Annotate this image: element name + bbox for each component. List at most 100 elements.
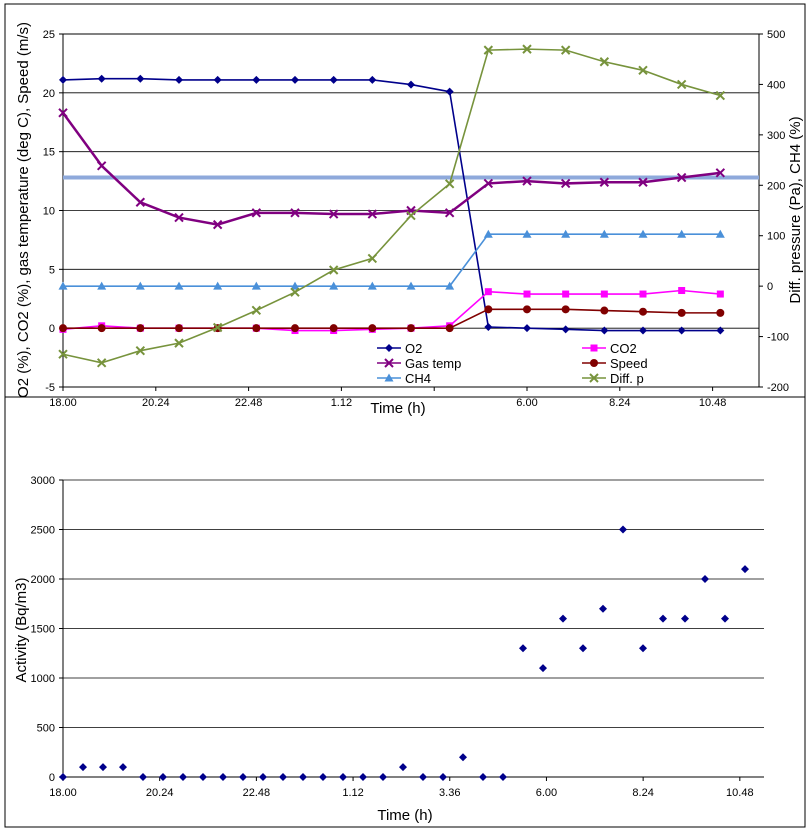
- point-Diff. p: [58, 349, 68, 359]
- point-Diff. p: [560, 45, 571, 55]
- activity-point: [721, 614, 729, 623]
- point-Speed: [252, 324, 261, 333]
- top-y2tick-label: 300: [767, 130, 785, 142]
- point-CH4: [561, 229, 571, 238]
- activity-point: [539, 664, 547, 673]
- point-O2: [445, 87, 454, 96]
- point-CH4: [367, 281, 377, 290]
- activity-point: [219, 773, 227, 781]
- bottom-ytick-label: 500: [37, 723, 55, 735]
- legend-marker: [384, 373, 394, 382]
- point-Speed: [329, 324, 338, 333]
- point-CH4: [251, 281, 261, 290]
- top-y2tick-label: 200: [767, 180, 785, 192]
- point-Gas temp: [715, 168, 726, 178]
- point-Gas temp: [290, 208, 300, 218]
- bottom-x-axis-label: Time (h): [377, 807, 432, 824]
- legend-marker: [590, 359, 598, 367]
- point-CH4: [406, 281, 416, 290]
- activity-point: [119, 763, 127, 772]
- activity-point: [619, 525, 627, 534]
- series-line-Speed: [63, 308, 721, 329]
- activity-point: [179, 773, 187, 781]
- bottom-xtick-label: 8.24: [632, 787, 653, 799]
- activity-point: [299, 773, 307, 781]
- point-CH4: [677, 229, 687, 238]
- point-CO2: [639, 290, 647, 298]
- point-Speed: [136, 324, 145, 333]
- top-y2tick-label: -100: [767, 332, 789, 344]
- legend-label: Diff. p: [610, 371, 644, 386]
- point-CO2: [523, 290, 531, 298]
- top-y2tick-label: 0: [767, 281, 773, 293]
- top-xtick-label: 10.48: [699, 397, 727, 409]
- point-Diff. p: [135, 345, 146, 356]
- legend-marker: [589, 373, 599, 383]
- point-CH4: [97, 281, 107, 290]
- point-Diff. p: [638, 65, 648, 76]
- bottom-ytick-label: 1500: [31, 624, 55, 636]
- bottom-xtick-label: 22.48: [243, 787, 271, 799]
- point-Speed: [677, 308, 686, 317]
- activity-point: [681, 614, 689, 623]
- point-Speed: [639, 307, 647, 316]
- point-CH4: [58, 281, 68, 290]
- top-y2-axis-label: Diff. pressure (Pa), CH4 (%): [787, 116, 804, 303]
- point-Gas temp: [638, 177, 648, 187]
- point-O2: [175, 75, 183, 84]
- point-Speed: [175, 324, 183, 333]
- top-y2tick-label: 400: [767, 79, 785, 91]
- series-line-CH4: [63, 233, 721, 287]
- point-Speed: [484, 305, 493, 314]
- point-Gas temp: [212, 219, 223, 230]
- activity-point: [419, 773, 427, 781]
- top-chart: -5 0 5 10 15 20 25 -200 -100 0 100 200 300 400 500 18.0…: [15, 22, 804, 417]
- bottom-ytick-label: 1000: [31, 673, 55, 685]
- legend-label: CH4: [405, 371, 431, 386]
- point-Gas temp: [522, 176, 532, 186]
- point-Diff. p: [676, 79, 687, 90]
- activity-point: [379, 773, 387, 781]
- bottom-ytick-label: 0: [49, 772, 55, 784]
- point-Diff. p: [367, 253, 378, 264]
- point-CH4: [445, 281, 455, 290]
- top-y2tick-label: 500: [767, 29, 785, 41]
- point-Gas temp: [599, 177, 610, 187]
- activity-point: [701, 575, 709, 583]
- bottom-xtick-label: 20.24: [146, 787, 174, 799]
- point-O2: [523, 324, 531, 333]
- point-Speed: [523, 305, 531, 314]
- series-line-Diff. p: [62, 48, 721, 364]
- activity-point: [459, 753, 467, 762]
- point-Gas temp: [58, 108, 68, 118]
- point-Speed: [291, 324, 299, 333]
- activity-point: [99, 763, 107, 772]
- point-Diff. p: [522, 44, 532, 54]
- top-ytick-label: 5: [49, 264, 55, 276]
- top-ytick-label: 0: [49, 323, 55, 335]
- point-Gas temp: [135, 197, 146, 207]
- point-O2: [561, 325, 570, 334]
- bottom-xtick-label: 10.48: [726, 787, 754, 799]
- top-ytick-label: 20: [43, 88, 55, 100]
- legend-label: Speed: [610, 356, 648, 371]
- top-ytick-label: 25: [43, 29, 55, 41]
- activity-point: [139, 773, 147, 781]
- activity-point: [499, 773, 507, 781]
- point-CH4: [213, 281, 223, 290]
- top-ytick-label: -5: [45, 382, 55, 394]
- activity-point: [159, 773, 167, 781]
- bottom-xtick-label: 6.00: [536, 787, 557, 799]
- point-Speed: [97, 324, 106, 333]
- activity-point: [479, 773, 487, 781]
- point-O2: [136, 74, 145, 83]
- point-Diff. p: [444, 179, 455, 189]
- top-xtick-label: 1.12: [331, 397, 352, 409]
- bottom-ytick-label: 2000: [31, 574, 55, 586]
- activity-point: [259, 773, 267, 781]
- activity-point: [359, 773, 367, 781]
- point-Speed: [445, 324, 454, 333]
- legend-label: CO2: [610, 341, 637, 356]
- point-CO2: [484, 288, 492, 296]
